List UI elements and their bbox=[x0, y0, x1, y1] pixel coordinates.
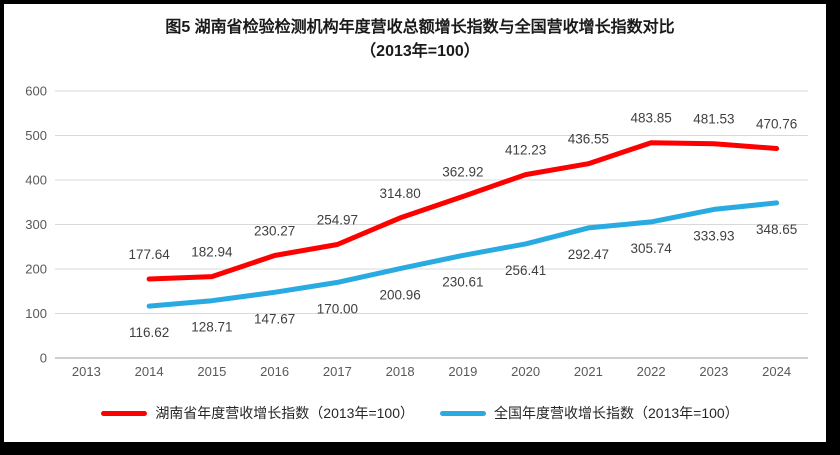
data-label-national: 170.00 bbox=[317, 301, 358, 316]
legend-line-swatch-hunan-icon bbox=[101, 410, 148, 416]
y-axis-tick-label: 0 bbox=[40, 351, 47, 366]
x-axis-tick-label: 2014 bbox=[135, 364, 164, 379]
legend-item-hunan: 湖南省年度营收增长指数（2013年=100） bbox=[101, 403, 414, 423]
x-axis-tick-label: 2016 bbox=[260, 364, 289, 379]
y-axis-tick-label: 100 bbox=[25, 306, 47, 321]
data-label-hunan: 314.80 bbox=[379, 186, 420, 201]
data-label-hunan: 182.94 bbox=[191, 245, 233, 260]
x-axis-tick-label: 2024 bbox=[762, 364, 791, 379]
data-label-hunan: 436.55 bbox=[568, 132, 609, 147]
legend-label-hunan: 湖南省年度营收增长指数（2013年=100） bbox=[155, 405, 414, 421]
data-label-national: 348.65 bbox=[756, 222, 797, 237]
data-label-national: 230.61 bbox=[442, 274, 483, 289]
legend-label-national: 全国年度营收增长指数（2013年=100） bbox=[494, 405, 739, 421]
data-label-hunan: 230.27 bbox=[254, 224, 295, 239]
data-label-national: 200.96 bbox=[379, 288, 420, 303]
y-axis-tick-label: 400 bbox=[25, 173, 47, 188]
data-label-hunan: 481.53 bbox=[693, 112, 734, 127]
legend-item-national: 全国年度营收增长指数（2013年=100） bbox=[440, 403, 739, 423]
x-axis-tick-label: 2023 bbox=[699, 364, 728, 379]
y-axis-tick-label: 300 bbox=[25, 217, 47, 232]
y-axis-tick-label: 200 bbox=[25, 262, 47, 277]
x-axis-tick-label: 2015 bbox=[197, 364, 226, 379]
chart-subtitle: （2013年=100） bbox=[360, 43, 480, 60]
series-line-national bbox=[146, 200, 780, 309]
data-label-national: 292.47 bbox=[568, 247, 609, 262]
data-label-national: 256.41 bbox=[505, 263, 546, 278]
x-axis-tick-label: 2019 bbox=[448, 364, 477, 379]
data-label-national: 147.67 bbox=[254, 311, 295, 326]
y-axis-tick-label: 600 bbox=[25, 84, 47, 99]
x-axis-tick-label: 2020 bbox=[511, 364, 540, 379]
data-label-national: 116.62 bbox=[129, 325, 169, 340]
data-label-hunan: 412.23 bbox=[505, 143, 546, 158]
data-label-hunan: 483.85 bbox=[630, 111, 671, 126]
chart-title: 图5 湖南省检验检测机构年度营收总额增长指数与全国营收增长指数对比 bbox=[165, 19, 675, 36]
x-axis-tick-label: 2018 bbox=[386, 364, 415, 379]
legend-line-swatch-national-icon bbox=[440, 410, 486, 416]
chart-title-block: 图5 湖南省检验检测机构年度营收总额增长指数与全国营收增长指数对比 （2013年… bbox=[0, 16, 840, 64]
data-label-national: 305.74 bbox=[630, 241, 672, 256]
x-axis-tick-label: 2021 bbox=[574, 364, 603, 379]
data-label-national: 333.93 bbox=[693, 228, 734, 243]
legend: 湖南省年度营收增长指数（2013年=100） 全国年度营收增长指数（2013年=… bbox=[0, 403, 840, 423]
x-axis-tick-label: 2017 bbox=[323, 364, 352, 379]
data-label-hunan: 254.97 bbox=[317, 213, 358, 228]
y-axis-tick-label: 500 bbox=[25, 128, 47, 143]
x-axis-tick-label: 2022 bbox=[637, 364, 666, 379]
data-label-national: 128.71 bbox=[191, 320, 232, 335]
x-axis-tick-label: 2013 bbox=[72, 364, 101, 379]
series-line-hunan bbox=[146, 140, 780, 282]
data-label-hunan: 362.92 bbox=[442, 165, 483, 180]
data-label-hunan: 177.64 bbox=[128, 247, 170, 262]
data-label-hunan: 470.76 bbox=[756, 117, 797, 132]
